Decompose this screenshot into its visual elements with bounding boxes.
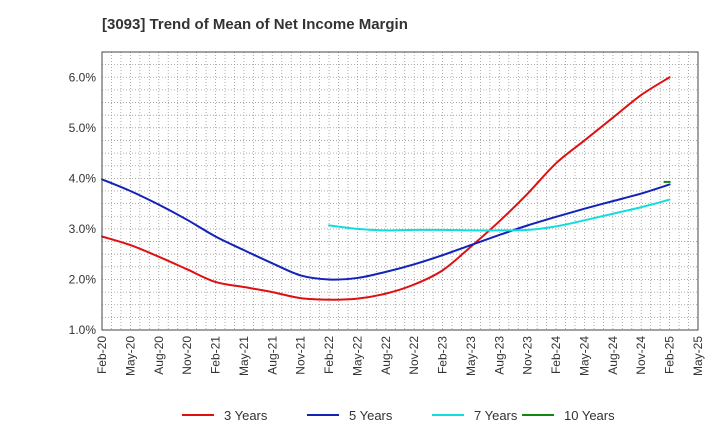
x-tick-label: Aug-21 [265, 336, 279, 375]
x-tick-label: Aug-24 [606, 336, 620, 375]
gridlines [102, 52, 698, 330]
x-tick-label: Nov-23 [521, 336, 535, 375]
y-tick-label: 6.0% [69, 70, 97, 84]
x-tick-label: Aug-22 [379, 336, 393, 375]
x-tick-label: May-21 [237, 336, 251, 376]
x-tick-label: Feb-23 [436, 336, 450, 374]
series-line-5-years [101, 178, 671, 281]
series-line-3-years [101, 76, 671, 301]
x-tick-label: May-22 [350, 336, 364, 376]
x-axis-tick-labels: Feb-20 May-20 Aug-20 Nov-20 Feb-21 May-21 Aug-… [95, 336, 705, 376]
series-lines [101, 76, 671, 301]
x-tick-label: Nov-24 [634, 336, 648, 375]
x-tick-label: May-25 [691, 336, 705, 376]
legend-label-5-years: 5 Years [349, 408, 393, 423]
y-tick-label: 4.0% [69, 171, 97, 185]
plot-border [101, 51, 699, 331]
x-tick-label: Nov-22 [407, 336, 421, 375]
x-tick-label: Feb-25 [663, 336, 677, 374]
series-line-7-years [328, 198, 671, 232]
x-tick-label: Nov-21 [294, 336, 308, 375]
legend-label-10-years: 10 Years [564, 408, 615, 423]
x-tick-label: Aug-23 [492, 336, 506, 375]
y-axis-tick-labels: 1.0% 2.0% 3.0% 4.0% 5.0% 6.0% [69, 70, 97, 337]
legend: 3 Years 5 Years 7 Years 10 Years [182, 408, 615, 423]
x-tick-label: Feb-21 [209, 336, 223, 374]
legend-label-3-years: 3 Years [224, 408, 268, 423]
chart-title: [3093] Trend of Mean of Net Income Margi… [102, 16, 408, 33]
x-tick-label: Feb-22 [322, 336, 336, 374]
x-tick-label: Feb-20 [95, 336, 109, 374]
x-tick-label: May-20 [123, 336, 137, 376]
y-tick-label: 3.0% [69, 222, 97, 236]
x-tick-label: May-24 [577, 336, 591, 376]
y-tick-label: 2.0% [69, 272, 97, 286]
x-tick-label: May-23 [464, 336, 478, 376]
x-tick-label: Nov-20 [180, 336, 194, 375]
x-tick-label: Feb-24 [549, 336, 563, 374]
x-tick-label: Aug-20 [152, 336, 166, 375]
legend-label-7-years: 7 Years [474, 408, 518, 423]
y-tick-label: 1.0% [69, 323, 97, 337]
y-tick-label: 5.0% [69, 121, 97, 135]
